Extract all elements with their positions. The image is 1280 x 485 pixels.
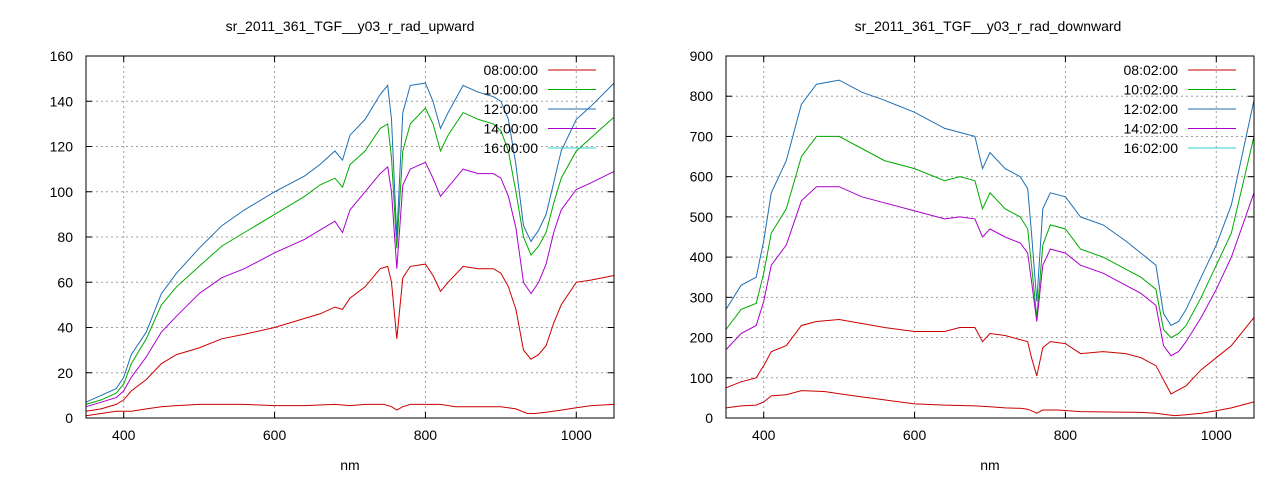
legend-label: 12:00:00 <box>484 101 539 117</box>
y-tick-label: 20 <box>57 365 73 381</box>
legend-label: 16:00:00 <box>484 140 539 156</box>
series-line-2 <box>85 263 615 412</box>
series-line-4 <box>85 82 615 403</box>
legend-label: 14:00:00 <box>484 121 539 137</box>
legend-label: 08:02:00 <box>1124 62 1179 78</box>
x-tick-label: 400 <box>752 427 776 443</box>
x-tick-label: 1000 <box>561 427 592 443</box>
y-tick-label: 140 <box>50 93 74 109</box>
legend-label: 08:00:00 <box>484 62 539 78</box>
series-line-3 <box>85 107 615 405</box>
y-tick-label: 0 <box>65 410 73 426</box>
series-line-4 <box>725 79 1255 327</box>
series-line-2 <box>725 317 1255 395</box>
plot-frame <box>725 55 1255 419</box>
x-tick-label: 800 <box>1054 427 1078 443</box>
y-tick-label: 400 <box>690 249 714 265</box>
plot-frame <box>85 55 615 419</box>
legend-label: 12:02:00 <box>1124 101 1179 117</box>
chart-panel-1: 400 600 800 1000 0 20 40 60 80 100 120 140 160 08:00:… <box>50 18 615 473</box>
x-axis-label: nm <box>980 457 999 473</box>
x-tick-label: 800 <box>414 427 438 443</box>
legend-label: 16:02:00 <box>1124 140 1179 156</box>
x-tick-label: 600 <box>263 427 287 443</box>
x-tick-label: 1000 <box>1201 427 1232 443</box>
y-tick-label: 120 <box>50 139 74 155</box>
series-line-5 <box>725 186 1255 357</box>
chart-title: sr_2011_361_TGF__y03_r_rad_downward <box>855 18 1122 34</box>
y-tick-label: 800 <box>690 88 714 104</box>
series-line-3 <box>725 135 1255 339</box>
y-tick-label: 60 <box>57 274 73 290</box>
y-tick-label: 300 <box>690 289 714 305</box>
series-line-1 <box>85 403 615 417</box>
y-tick-label: 0 <box>705 410 713 426</box>
chart-panel-2: 400 600 800 1000 0 100 200 300 400 500 600 700 800 90… <box>690 18 1255 473</box>
y-tick-label: 100 <box>690 370 714 386</box>
legend-label: 10:00:00 <box>484 82 539 98</box>
legend-label: 10:02:00 <box>1124 82 1179 98</box>
series-line-1 <box>725 390 1255 417</box>
y-tick-label: 600 <box>690 169 714 185</box>
chart-title: sr_2011_361_TGF__y03_r_rad_upward <box>226 18 475 34</box>
y-tick-label: 900 <box>690 48 714 64</box>
y-tick-label: 40 <box>57 320 73 336</box>
y-tick-label: 200 <box>690 330 714 346</box>
legend-label: 14:02:00 <box>1124 121 1179 137</box>
x-tick-label: 400 <box>112 427 136 443</box>
series-line-5 <box>85 161 615 408</box>
y-tick-label: 100 <box>50 184 74 200</box>
y-tick-label: 700 <box>690 128 714 144</box>
x-tick-label: 600 <box>903 427 927 443</box>
y-tick-label: 80 <box>57 229 73 245</box>
x-axis-label: nm <box>340 457 359 473</box>
y-tick-label: 500 <box>690 209 714 225</box>
y-tick-label: 160 <box>50 48 74 64</box>
